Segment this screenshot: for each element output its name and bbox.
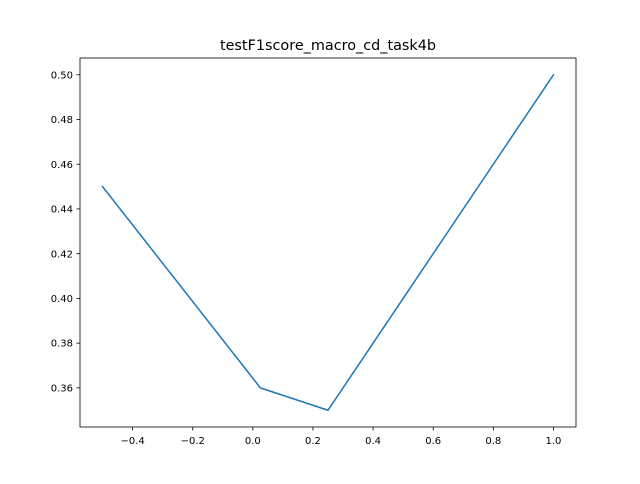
x-axis: −0.4 −0.2 0.0 0.2 0.4 0.6 0.8 1.0 [120, 427, 561, 447]
x-tick-label: 1.0 [546, 436, 562, 447]
x-tick-label: −0.2 [181, 436, 205, 447]
x-tick-label: −0.4 [120, 436, 144, 447]
y-tick-label: 0.46 [51, 160, 73, 171]
chart-title: testF1score_macro_cd_task4b [220, 38, 436, 54]
plot-area [101, 73, 555, 411]
y-tick-label: 0.40 [51, 294, 73, 305]
axes-frame [79, 57, 577, 428]
x-tick-label: 0.8 [485, 436, 501, 447]
y-tick-label: 0.48 [51, 115, 73, 126]
y-tick-label: 0.42 [51, 249, 73, 260]
x-tick-label: 0.2 [305, 436, 321, 447]
x-tick-label: 0.4 [365, 436, 381, 447]
y-tick-label: 0.36 [51, 383, 73, 394]
y-tick-label: 0.38 [51, 339, 73, 350]
series-line [101, 73, 555, 411]
y-tick-label: 0.44 [51, 205, 73, 216]
x-tick-label: 0.0 [245, 436, 261, 447]
y-axis: 0.36 0.38 0.40 0.42 0.44 0.46 0.48 0.50 [51, 70, 80, 394]
x-tick-label: 0.6 [425, 436, 441, 447]
y-tick-label: 0.50 [51, 70, 73, 81]
